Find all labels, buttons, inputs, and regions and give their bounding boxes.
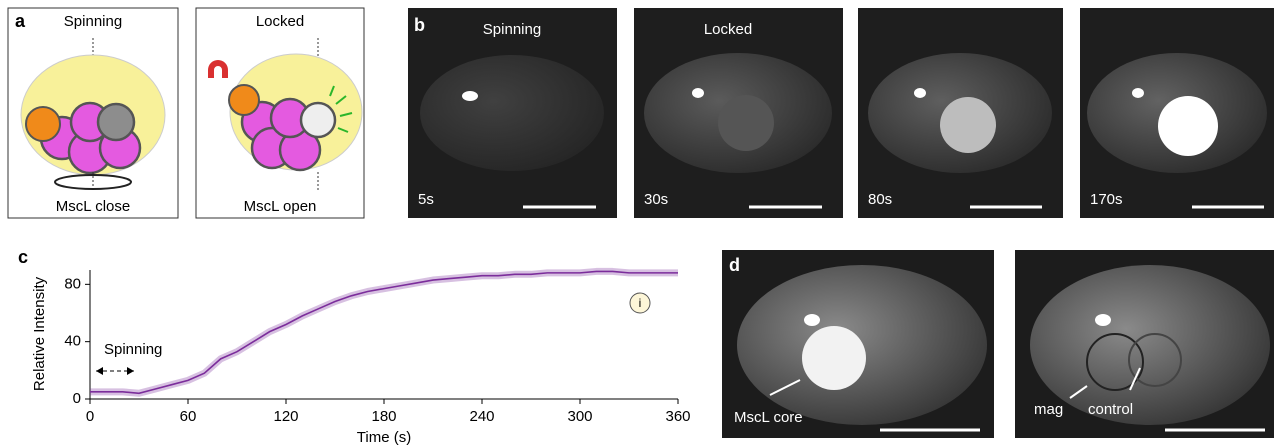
callout: MscL core [734,409,803,426]
line-band [90,271,678,393]
state-label: Locked [704,21,752,38]
panel-label: b [414,15,425,35]
panel-c: c Time (s) Relative Intensity Spinning i… [18,247,691,446]
micrograph [634,8,843,218]
micrograph [408,8,617,218]
micrograph [858,8,1063,218]
callout: control [1088,401,1133,418]
panel-b: b Spinning Locked 5s 30s 80s 170s [408,8,1274,218]
magnetic-cell [229,85,259,115]
state-label: Spinning [483,21,541,38]
state-label: MscL close [56,198,130,215]
state-label: Locked [256,13,304,30]
figure: a Spinning MscL close Locked MscL open [0,0,1274,448]
y-tick-label: 80 [64,275,81,292]
panel-a: a Spinning MscL close Locked MscL open [8,8,364,218]
panel-label: d [729,255,740,275]
x-tick-label: 60 [180,408,197,425]
x-tick-label: 0 [86,408,94,425]
micrograph [1080,8,1274,218]
y-tick-label: 0 [73,390,81,407]
magnetic-cell [26,107,60,141]
annotation: i [639,296,642,310]
annotation: Spinning [104,341,162,358]
x-tick-label: 180 [371,408,396,425]
panel-label: c [18,247,28,267]
time-label: 30s [644,191,668,208]
x-tick-label: 360 [665,408,690,425]
x-tick-label: 300 [567,408,592,425]
x-axis-title: Time (s) [357,429,411,446]
time-label: 80s [868,191,892,208]
arrow-head [96,367,134,375]
y-tick-label: 40 [64,333,81,350]
panel-d: d MscL core mag control [722,250,1274,438]
x-tick-label: 240 [469,408,494,425]
state-label: Spinning [64,13,122,30]
time-label: 170s [1090,191,1123,208]
panel-label: a [15,11,26,31]
callout: mag [1034,401,1063,418]
y-axis-title: Relative Intensity [31,276,48,391]
state-label: MscL open [244,198,317,215]
time-label: 5s [418,191,434,208]
x-tick-label: 120 [273,408,298,425]
